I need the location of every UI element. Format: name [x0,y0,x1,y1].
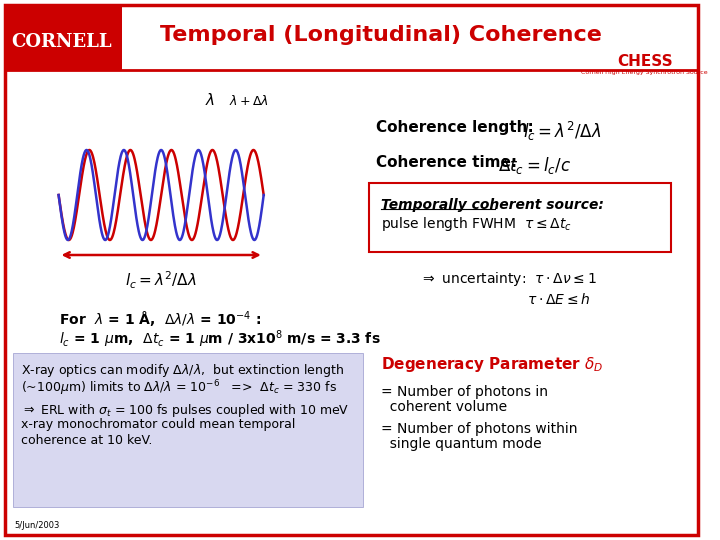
Text: $\lambda$: $\lambda$ [205,92,215,108]
Text: = Number of photons in: = Number of photons in [381,385,548,399]
Text: pulse length FWHM  $\tau \leq \Delta t_c$: pulse length FWHM $\tau \leq \Delta t_c$ [381,215,572,233]
Text: $\lambda+\Delta\lambda$: $\lambda+\Delta\lambda$ [229,94,269,108]
Text: Coherence length:: Coherence length: [376,120,534,135]
Text: 5/Jun/2003: 5/Jun/2003 [14,521,60,530]
Text: For  $\lambda$ = 1 Å,  $\Delta\lambda/\lambda$ = 10$^{-4}$ :: For $\lambda$ = 1 Å, $\Delta\lambda/\lam… [58,310,261,330]
FancyBboxPatch shape [5,5,122,70]
Text: $l_c = \lambda^2/\Delta\lambda$: $l_c = \lambda^2/\Delta\lambda$ [523,120,600,143]
Text: Cornell High Energy Synchrotron Source: Cornell High Energy Synchrotron Source [581,70,708,75]
Text: $l_c = \lambda^2/\Delta\lambda$: $l_c = \lambda^2/\Delta\lambda$ [125,270,197,292]
Text: $l_c$ = 1 $\mu$m,  $\Delta t_c$ = 1 $\mu$m / 3x10$^8$ m/s = 3.3 fs: $l_c$ = 1 $\mu$m, $\Delta t_c$ = 1 $\mu$… [58,328,380,349]
Text: X-ray optics can modify $\Delta\lambda/\lambda$,  but extinction length: X-ray optics can modify $\Delta\lambda/\… [22,362,345,379]
Text: $\Rightarrow$ uncertainty:  $\tau \cdot \Delta\nu \leq 1$: $\Rightarrow$ uncertainty: $\tau \cdot \… [420,270,597,288]
Text: $\tau \cdot \Delta E \leq h$: $\tau \cdot \Delta E \leq h$ [527,292,590,307]
FancyBboxPatch shape [13,353,364,507]
Text: = Number of photons within: = Number of photons within [381,422,577,436]
Text: coherence at 10 keV.: coherence at 10 keV. [22,434,153,447]
Text: Coherence time:: Coherence time: [376,155,517,170]
FancyBboxPatch shape [369,183,671,252]
Text: single quantum mode: single quantum mode [381,437,541,451]
Text: $\Delta t_c = l_c/c$: $\Delta t_c = l_c/c$ [498,155,572,176]
Text: x-ray monochromator could mean temporal: x-ray monochromator could mean temporal [22,418,296,431]
Text: Temporal (Longitudinal) Coherence: Temporal (Longitudinal) Coherence [160,25,602,45]
Text: coherent volume: coherent volume [381,400,507,414]
Text: $\Rightarrow$ ERL with $\sigma_t$ = 100 fs pulses coupled with 10 meV: $\Rightarrow$ ERL with $\sigma_t$ = 100 … [22,402,350,419]
Text: Temporally coherent source:: Temporally coherent source: [381,198,604,212]
Text: (~100$\mu$m) limits to $\Delta\lambda/\lambda$ = 10$^{-6}$   =>  $\Delta t_c$ = : (~100$\mu$m) limits to $\Delta\lambda/\l… [22,378,338,397]
Text: CORNELL: CORNELL [12,33,112,51]
FancyBboxPatch shape [5,5,698,535]
Text: Degeneracy Parameter $\delta_D$: Degeneracy Parameter $\delta_D$ [381,355,603,374]
Text: CHESS: CHESS [617,55,672,70]
